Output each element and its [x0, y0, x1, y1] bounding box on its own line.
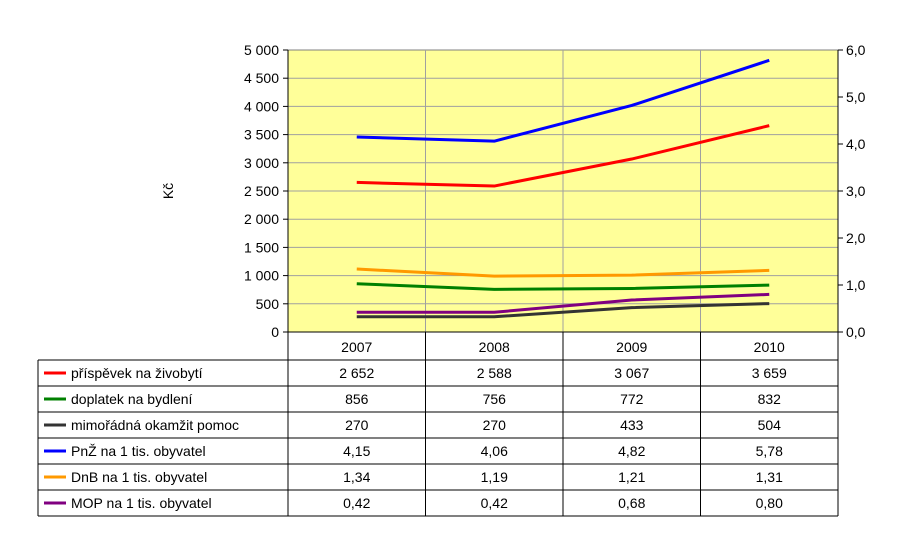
- legend-label: DnB na 1 tis. obyvatel: [71, 469, 207, 485]
- table-cell: 0,68: [618, 495, 645, 511]
- series-lines: [356, 58, 770, 319]
- table-cell: 4,06: [481, 443, 508, 459]
- right-tick-label: 5,0: [846, 89, 866, 105]
- table-cell: 0,42: [343, 495, 370, 511]
- left-tick-label: 2 000: [244, 211, 279, 227]
- series-line: [356, 124, 770, 188]
- right-tick-label: 3,0: [846, 183, 866, 199]
- right-tick-label: 1,0: [846, 277, 866, 293]
- table-cell: 0,42: [481, 495, 508, 511]
- table-cell: 856: [345, 391, 369, 407]
- category-label: 2009: [616, 339, 647, 355]
- legend-label: příspěvek na živobytí: [71, 365, 203, 381]
- right-tick-label: 2,0: [846, 230, 866, 246]
- table-cell: 3 067: [614, 365, 649, 381]
- table-cell: 772: [620, 391, 644, 407]
- legend-label: doplatek na bydlení: [71, 391, 193, 407]
- y-axis-label: Kč: [160, 183, 176, 199]
- series-line: [356, 292, 770, 314]
- right-axis: 0,0 1,0 2,0 3,0 4,0 5,0 6,0: [837, 42, 866, 340]
- table-cell: 270: [483, 417, 507, 433]
- table-cell: 832: [758, 391, 782, 407]
- series-line: [356, 282, 770, 291]
- category-label: 2008: [479, 339, 510, 355]
- table-cell: 4,15: [343, 443, 370, 459]
- left-tick-label: 4 500: [244, 70, 279, 86]
- legend-label: mimořádná okamžit pomoc: [71, 417, 239, 433]
- left-tick-label: 0: [271, 324, 279, 340]
- series-line: [356, 302, 770, 319]
- table-cell: 4,82: [618, 443, 645, 459]
- data-table: 2007 2008 2009 2010 příspěvek na živobytí 2 6…: [37, 331, 839, 517]
- right-tick-label: 6,0: [846, 42, 866, 58]
- left-tick-label: 5 000: [244, 42, 279, 58]
- table-cell: 5,78: [756, 443, 783, 459]
- category-label: 2007: [341, 339, 372, 355]
- table-cell: 504: [758, 417, 782, 433]
- table-cell: 433: [620, 417, 644, 433]
- legend-label: MOP na 1 tis. obyvatel: [71, 495, 212, 511]
- category-label: 2010: [754, 339, 785, 355]
- legend-label: PnŽ na 1 tis. obyvatel: [71, 443, 206, 459]
- left-tick-label: 3 000: [244, 155, 279, 171]
- left-tick-label: 2 500: [244, 183, 279, 199]
- table-cell: 1,31: [756, 469, 783, 485]
- left-tick-label: 3 500: [244, 127, 279, 143]
- table-cell: 2 588: [477, 365, 512, 381]
- table-cell: 3 659: [752, 365, 787, 381]
- left-axis: 0 500 1 000 1 500 2 000 2 500 3 000 3 500 4 000 4…: [244, 42, 289, 340]
- table-cell: 2 652: [339, 365, 374, 381]
- left-tick-label: 1 500: [244, 239, 279, 255]
- right-tick-label: 4,0: [846, 136, 866, 152]
- table-cell: 1,21: [618, 469, 645, 485]
- table-cell: 1,19: [481, 469, 508, 485]
- table-cell: 756: [483, 391, 507, 407]
- left-tick-label: 500: [256, 296, 280, 312]
- table-cell: 0,80: [756, 495, 783, 511]
- table-cell: 270: [345, 417, 369, 433]
- series-line: [356, 58, 770, 143]
- table-cell: 1,34: [343, 469, 370, 485]
- series-line: [356, 267, 770, 278]
- left-tick-label: 4 000: [244, 98, 279, 114]
- left-tick-label: 1 000: [244, 268, 279, 284]
- right-tick-label: 0,0: [846, 324, 866, 340]
